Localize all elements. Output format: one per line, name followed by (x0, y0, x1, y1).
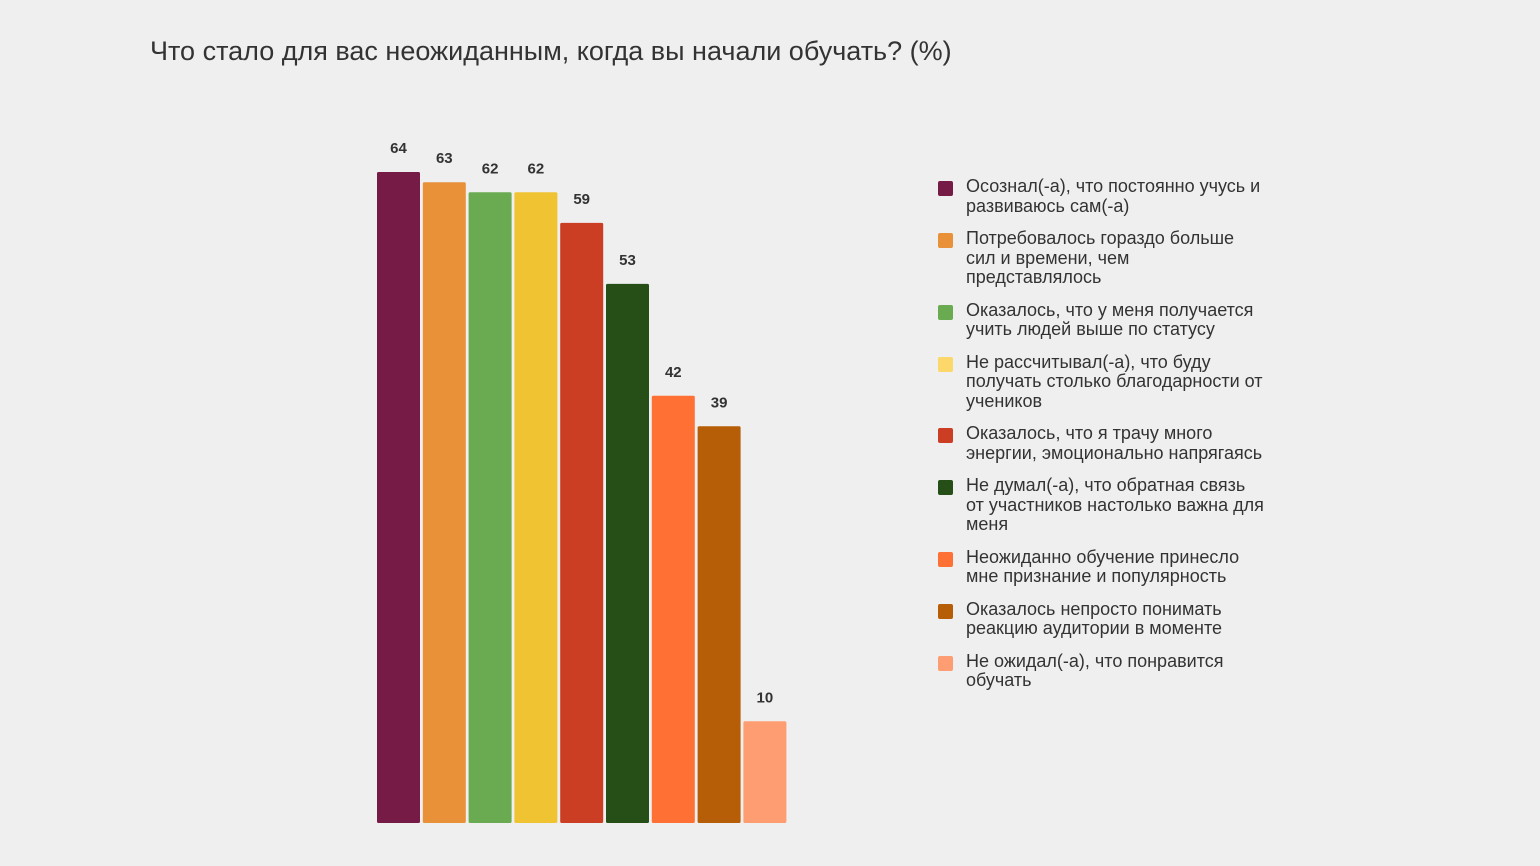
bar-9 (743, 721, 787, 823)
bar-value-label-7: 42 (665, 364, 682, 381)
legend-label: Неожиданно обучение принесло мне признан… (966, 546, 1240, 586)
bar-value-label-4: 62 (528, 160, 545, 177)
legend-swatch (938, 551, 953, 567)
bar-value-label-6: 53 (619, 252, 636, 269)
bar-5 (560, 222, 604, 823)
legend-item-9: Не ожидал(-а), что понравится обучать (938, 650, 1268, 691)
chart-legend: Осознал(-а), что постоянно учусь и разви… (938, 176, 1268, 704)
legend-swatch (938, 603, 953, 619)
bar-7 (651, 395, 695, 823)
legend-swatch (938, 655, 953, 671)
legend-label: Осознал(-а), что постоянно учусь и разви… (966, 176, 1261, 216)
legend-swatch (938, 428, 953, 443)
legend-label: Не ожидал(-а), что понравится обучать (966, 650, 1224, 690)
legend-item-4: Не рассчитывал(-а), что буду получать ст… (938, 351, 1268, 412)
bar-8 (697, 426, 741, 823)
bar-6 (606, 283, 649, 823)
legend-swatch (938, 356, 953, 372)
legend-item-5: Оказалось, что я трачу много энергии, эм… (938, 423, 1268, 463)
legend-swatch (938, 233, 953, 248)
bar-value-label-9: 10 (757, 689, 774, 706)
legend-item-8: Оказалось непросто понимать реакцию ауди… (938, 598, 1268, 639)
legend-label: Оказалось, что я трачу много энергии, эм… (966, 423, 1263, 463)
bar-value-labels: 64 63 62 62 59 53 42 39 10 (390, 140, 773, 706)
legend-label: Не думал(-а), что обратная связь от учас… (966, 475, 1264, 534)
bars-group (377, 172, 787, 824)
legend-label: Оказалось, что у меня получается учить л… (966, 299, 1254, 339)
chart-title: Что стало для вас неожиданным, когда вы … (150, 36, 952, 66)
legend-item-6: Не думал(-а), что обратная связь от учас… (938, 475, 1268, 535)
legend-label: Оказалось непросто понимать реакцию ауди… (966, 598, 1223, 638)
legend-item-2: Потребовалось гораздо больше сил и време… (938, 228, 1268, 288)
bar-1 (377, 172, 420, 823)
legend-swatch (938, 304, 953, 320)
bar-value-label-1: 64 (390, 140, 407, 157)
legend-item-3: Оказалось, что у меня получается учить л… (938, 299, 1268, 340)
bar-4 (514, 192, 558, 824)
legend-swatch (938, 181, 953, 196)
bar-value-label-3: 62 (482, 160, 499, 177)
bar-value-label-2: 63 (436, 150, 453, 167)
legend-swatch (938, 480, 953, 495)
bar-3 (468, 192, 512, 824)
legend-item-1: Осознал(-а), что постоянно учусь и разви… (938, 176, 1268, 216)
bar-value-label-8: 39 (711, 394, 728, 411)
bar-value-label-5: 59 (573, 191, 590, 208)
legend-label: Не рассчитывал(-а), что буду получать ст… (966, 351, 1263, 411)
bar-2 (422, 182, 466, 823)
legend-label: Потребовалось гораздо больше сил и време… (966, 228, 1235, 287)
legend-item-7: Неожиданно обучение принесло мне признан… (938, 546, 1268, 587)
